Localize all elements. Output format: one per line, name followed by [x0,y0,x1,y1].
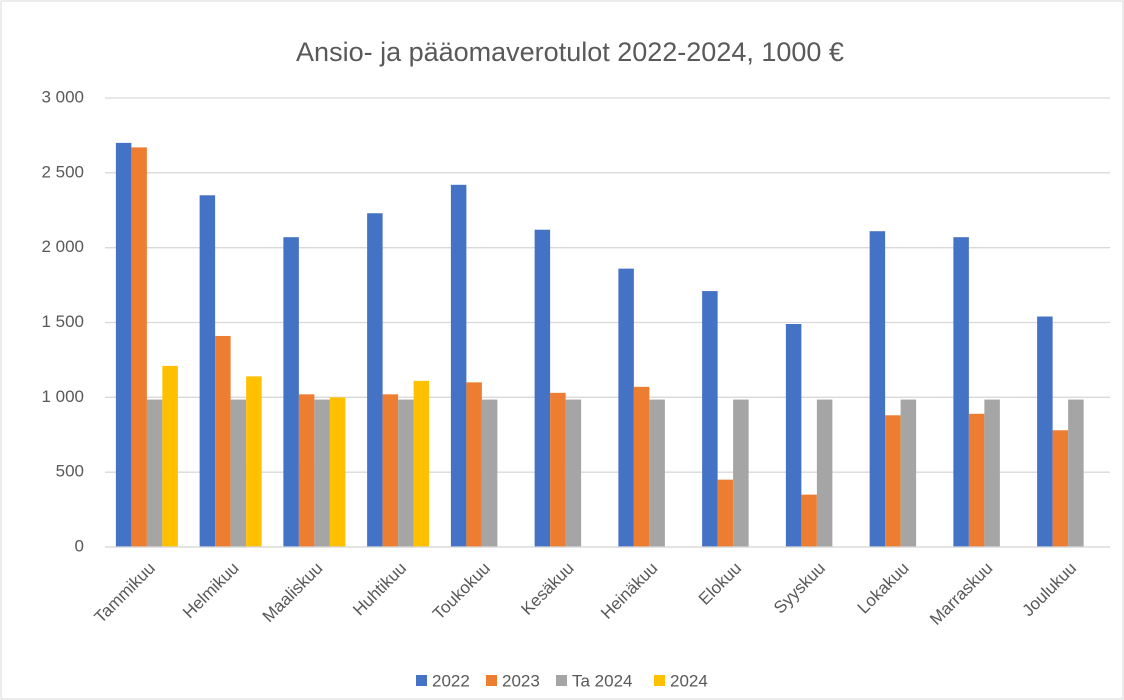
bar [283,237,299,547]
bar [367,213,383,547]
bar [801,494,817,547]
bar [550,392,566,547]
bar [413,380,430,547]
bar [885,415,901,547]
bar [230,399,247,547]
bar [618,268,634,547]
bar [633,386,650,547]
bar [115,142,132,547]
bar [481,399,498,547]
bar [398,399,414,547]
y-tick-label: 1 000 [41,387,84,406]
bar [329,397,346,547]
legend-label: 2023 [502,671,540,690]
legend-swatch [416,675,427,686]
bar [1068,399,1084,547]
chart-title: Ansio- ja pääomaverotulot 2022-2024, 100… [296,37,844,67]
y-tick-label: 2 000 [41,237,84,256]
legend-swatch [486,675,497,686]
legend-swatch [556,675,567,686]
y-tick-label: 1 500 [41,312,84,331]
bar [565,399,582,547]
legend-label: 2022 [432,671,470,690]
bar [534,229,551,547]
bar [649,399,665,547]
bar [162,365,178,547]
y-tick-label: 500 [56,462,84,481]
bar [984,399,1000,547]
bar [953,237,969,547]
bar [1052,430,1069,547]
bar [900,399,917,547]
bar [314,399,330,547]
legend-label: Ta 2024 [572,671,633,690]
y-tick-label: 2 500 [41,162,84,181]
bar [466,382,482,547]
bar [816,399,833,547]
y-tick-label: 0 [75,536,84,555]
bar [298,394,315,547]
bar [968,413,985,547]
bar [785,323,802,547]
bar [450,184,467,547]
bar [215,335,231,547]
bar [199,195,216,548]
bar [131,147,147,547]
bar [869,231,886,547]
legend-label: 2024 [670,671,708,690]
bar [702,291,718,547]
bar [717,479,734,547]
bar [146,399,163,547]
bar [382,394,399,547]
legend-swatch [654,675,665,686]
y-tick-label: 3 000 [41,87,84,106]
bar [1037,316,1053,547]
bar [733,399,749,547]
bar [246,376,262,547]
